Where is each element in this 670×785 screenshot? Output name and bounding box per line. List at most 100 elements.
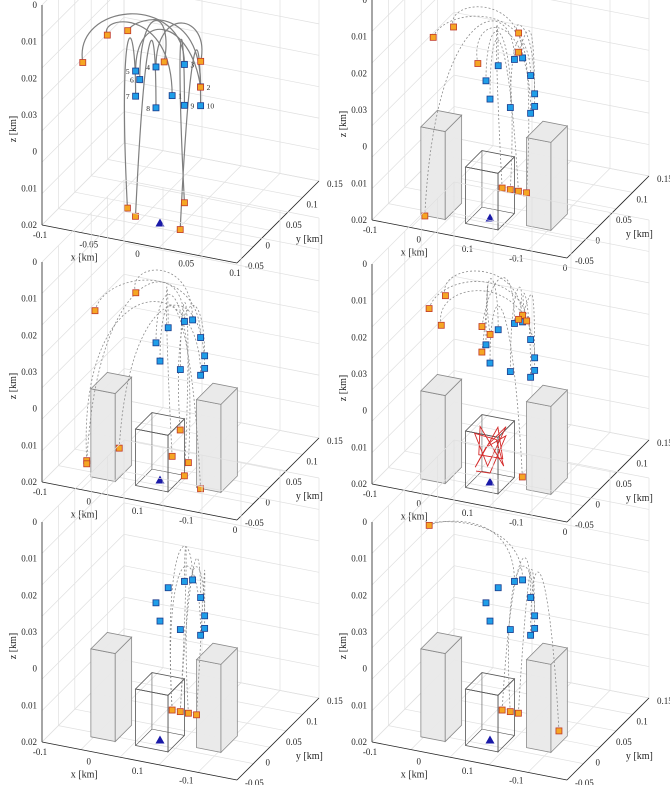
agent-label: 8	[146, 104, 150, 113]
z-tick-label: 0.01	[351, 700, 367, 710]
z-axis-label: z [km]	[338, 375, 349, 401]
z-tick-label: 0.02	[21, 590, 37, 600]
blue-marker	[164, 584, 172, 592]
blue-marker	[152, 599, 160, 607]
y-tick-label: 0	[596, 500, 601, 510]
blue-marker	[494, 584, 502, 592]
orange-marker	[168, 706, 176, 714]
x-tick-label: -0.1	[509, 518, 523, 528]
grid	[41, 439, 320, 781]
z-tick-label: 0	[33, 404, 38, 414]
blue-marker	[181, 61, 188, 68]
blue-marker	[189, 576, 196, 584]
y-tick-label: 0.15	[327, 696, 343, 706]
x-tick-label: 0.1	[132, 506, 143, 516]
z-tick-label: 0.02	[351, 68, 367, 78]
blue-marker	[152, 104, 160, 112]
markers	[425, 521, 563, 735]
blue-marker	[494, 326, 502, 334]
y-axis-label: y [km]	[296, 491, 323, 502]
z-tick-label: 0.01	[21, 37, 37, 47]
blue-marker	[531, 612, 539, 620]
blue-marker	[506, 368, 514, 375]
z-tick-label: 0.01	[351, 554, 367, 564]
base-triangle-marker	[155, 218, 165, 227]
goal-box	[464, 150, 516, 231]
blue-marker	[486, 95, 494, 103]
y-tick-label: 0.1	[307, 457, 318, 467]
y-axis-label: y [km]	[626, 229, 653, 240]
blue-marker	[531, 102, 539, 110]
y-axis-label: y [km]	[626, 493, 653, 504]
z-tick-label: 0	[33, 147, 38, 157]
orange-marker	[498, 706, 506, 714]
x-tick-label: 0.05	[178, 259, 194, 269]
blue-marker	[132, 92, 140, 100]
orange-marker	[478, 323, 486, 330]
orange-marker	[193, 711, 200, 719]
x-tick-label: -0.1	[179, 516, 193, 526]
goal-box	[464, 672, 516, 753]
z-tick-label: 0	[363, 517, 368, 527]
x-tick-label: 0.1	[462, 508, 473, 518]
obstacle-box	[525, 120, 569, 232]
orange-marker	[160, 58, 168, 66]
z-tick-label: 0.03	[21, 627, 37, 637]
obstacle-box	[195, 382, 239, 494]
axes: -0.100.1-0.10-0.0500.050.10.150.020.0100…	[338, 0, 670, 273]
orange-marker	[197, 485, 204, 493]
blue-marker	[527, 109, 535, 117]
blue-marker	[531, 624, 539, 632]
blue-marker	[201, 352, 209, 360]
panel-d: -0.100.1-0.10-0.0500.050.10.150.020.0100…	[338, 181, 670, 537]
x-tick-label: -0.1	[363, 747, 377, 757]
y-tick-label: 0.05	[616, 215, 632, 225]
agent-label: 2	[207, 83, 211, 92]
orange-marker	[425, 521, 433, 529]
blue-marker	[201, 364, 209, 372]
orange-marker	[83, 460, 91, 468]
z-tick-label: 0	[363, 142, 368, 152]
agent-label: 7	[126, 92, 130, 101]
panel-c: -0.100.1-0.10-0.0500.050.10.150.020.0100…	[8, 179, 343, 535]
orange-marker	[437, 321, 445, 329]
z-tick-label: 0.02	[351, 590, 367, 600]
blue-marker	[494, 62, 502, 70]
markers	[83, 289, 209, 493]
orange-marker	[103, 31, 111, 39]
orange-marker	[168, 452, 176, 460]
blue-marker	[152, 63, 160, 71]
x-axis-label: x [km]	[401, 770, 428, 781]
z-axis-label: z [km]	[8, 373, 19, 399]
blue-marker	[156, 357, 164, 365]
blue-marker	[152, 339, 160, 347]
blue-marker	[506, 626, 514, 633]
z-tick-label: 0.02	[351, 479, 367, 489]
orange-marker	[176, 426, 184, 434]
blue-marker	[511, 56, 518, 63]
x-tick-label: 0.1	[462, 244, 473, 254]
y-tick-label: 0.05	[616, 737, 632, 747]
blue-marker	[511, 320, 518, 327]
orange-marker	[506, 186, 514, 194]
z-tick-label: 0.02	[351, 737, 367, 747]
x-tick-label: -0.1	[363, 225, 377, 235]
x-tick-label: 0.1	[462, 766, 473, 776]
orange-marker	[474, 60, 482, 67]
base-triangle-marker	[485, 735, 495, 744]
blue-marker	[197, 102, 205, 110]
y-tick-label: 0.05	[286, 220, 302, 230]
y-tick-label: 0	[596, 236, 601, 246]
z-tick-label: 0.03	[351, 105, 367, 115]
blue-marker	[531, 90, 539, 98]
blue-marker	[511, 578, 518, 585]
blue-marker	[527, 594, 535, 601]
z-tick-label: 0.03	[21, 367, 37, 377]
blue-marker	[482, 77, 490, 85]
y-tick-label: -0.05	[245, 261, 264, 271]
z-tick-label: 0.01	[21, 440, 37, 450]
orange-marker	[506, 708, 514, 716]
agent-label: 4	[146, 63, 150, 72]
blue-marker	[531, 354, 539, 362]
